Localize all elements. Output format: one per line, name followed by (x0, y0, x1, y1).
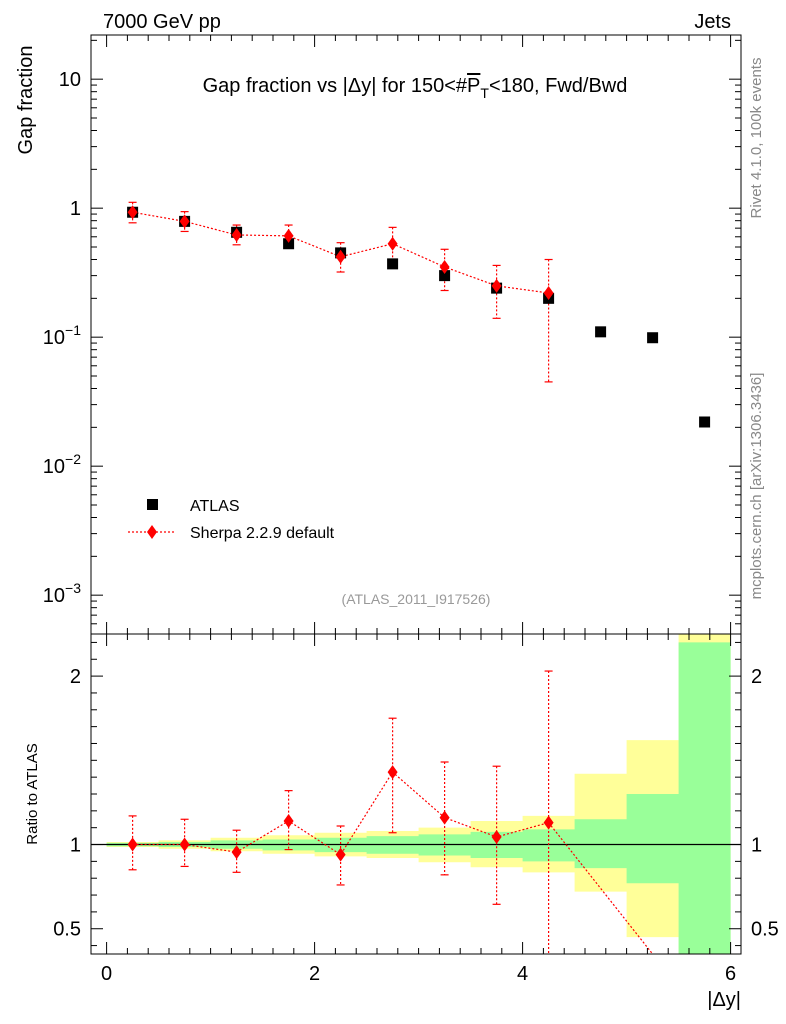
side-text-mcplots: mcplots.cern.ch [arXiv:1306.3436] (748, 373, 765, 600)
ratio-sherpa-point (283, 813, 294, 828)
ratio-xlabel: |Δy| (707, 989, 741, 1011)
ratio-sherpa-point (543, 815, 554, 830)
sherpa-point (179, 214, 190, 229)
ratio-sherpa-point (179, 837, 190, 852)
sherpa-point (335, 249, 346, 264)
ratio-x-tick-label: 4 (517, 963, 528, 985)
ratio-y-tick-label-left: 0.5 (53, 919, 81, 941)
analysis-label: (ATLAS_2011_I917526) (342, 591, 491, 607)
header-left: 7000 GeV pp (103, 11, 221, 33)
ratio-sherpa-point (491, 829, 502, 844)
sherpa-point (231, 227, 242, 242)
ratio-y-tick-label-left: 2 (70, 666, 81, 688)
title-p: P (467, 75, 480, 97)
ratio-sherpa-point (127, 837, 138, 852)
header-right: Jets (694, 11, 731, 33)
ratio-x-tick-label: 2 (309, 963, 320, 985)
atlas-point (595, 326, 607, 338)
sherpa-point (439, 259, 450, 274)
main-frame (90, 34, 742, 635)
ratio-sherpa-point (439, 810, 450, 825)
legend-marker-sherpa (147, 525, 157, 539)
ratio-y-tick-label-right: 2 (751, 666, 762, 688)
ratio-x-tick-label: 6 (725, 963, 736, 985)
ratio-sherpa-point (231, 845, 242, 860)
legend: ATLAS Sherpa 2.2.9 default (128, 498, 335, 542)
main-y-tick-label: 10−3 (43, 580, 81, 607)
main-y-tick-label: 10 (59, 69, 81, 91)
atlas-point (647, 332, 659, 344)
sherpa-point (491, 278, 502, 293)
legend-label-atlas: ATLAS (190, 498, 240, 515)
sherpa-point (283, 228, 294, 243)
atlas-point (387, 258, 399, 270)
ratio-y-tick-label-right: 0.5 (751, 919, 779, 941)
ratio-band-outer (106, 634, 731, 954)
atlas-point (699, 416, 711, 428)
main-ylabel: Gap fraction (15, 46, 37, 155)
ratio-y-tick-label-left: 1 (70, 835, 81, 857)
main-y-tick-label: 10−1 (43, 322, 81, 349)
side-text-rivet: Rivet 4.1.0, 100k events (748, 58, 765, 219)
ratio-sherpa-line (132, 771, 549, 856)
atlas-point (283, 238, 295, 250)
main-y-tick-label: 10−2 (43, 451, 81, 478)
atlas-point (439, 270, 451, 282)
legend-marker-atlas (147, 499, 158, 510)
ratio-panel (91, 634, 741, 954)
ratio-ylabel: Ratio to ATLAS (24, 743, 41, 844)
main-y-tick-label: 1 (70, 198, 81, 220)
ratio-sherpa-point (335, 847, 346, 862)
sherpa-point (387, 236, 398, 251)
ratio-sherpa-point (387, 765, 398, 780)
main-title: Gap fraction vs |Δy| for 150<#PT<180, Fw… (203, 75, 628, 101)
title-sub: T (480, 85, 489, 101)
ratio-y-tick-label-right: 1 (751, 835, 762, 857)
sherpa-point (127, 205, 138, 220)
ratio-x-tick-label: 0 (101, 963, 112, 985)
sherpa-point (543, 285, 554, 300)
legend-label-sherpa: Sherpa 2.2.9 default (190, 525, 335, 542)
